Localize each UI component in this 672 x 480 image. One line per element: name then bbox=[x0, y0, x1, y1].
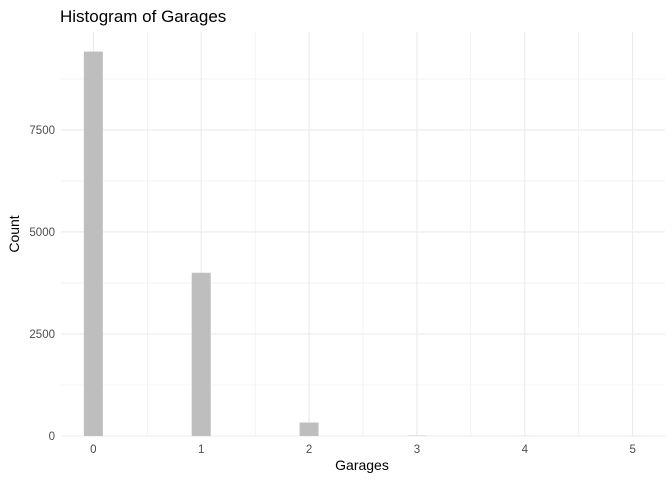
histogram-bars bbox=[83, 51, 643, 436]
histogram-bar-1 bbox=[191, 272, 211, 436]
x-axis-tick-labels: 0 1 2 3 4 5 bbox=[90, 444, 636, 456]
x-tick-label: 2 bbox=[306, 444, 312, 456]
x-tick-label: 0 bbox=[90, 444, 96, 456]
x-axis-title: Garages bbox=[335, 457, 389, 473]
histogram-bar-0 bbox=[83, 51, 103, 436]
chart-title: Histogram of Garages bbox=[60, 7, 226, 26]
y-tick-label: 7500 bbox=[29, 125, 55, 137]
x-tick-label: 1 bbox=[198, 444, 204, 456]
x-tick-label: 3 bbox=[414, 444, 420, 456]
minor-gridlines bbox=[61, 32, 665, 436]
y-axis-tick-labels: 0 2500 5000 7500 bbox=[29, 125, 55, 443]
histogram-bar-2 bbox=[299, 422, 319, 436]
y-tick-label: 5000 bbox=[29, 227, 55, 239]
y-axis-title: Count bbox=[6, 215, 22, 252]
y-tick-label: 2500 bbox=[29, 329, 55, 341]
x-tick-label: 5 bbox=[629, 444, 635, 456]
y-tick-label: 0 bbox=[49, 431, 55, 443]
x-tick-label: 4 bbox=[522, 444, 529, 456]
